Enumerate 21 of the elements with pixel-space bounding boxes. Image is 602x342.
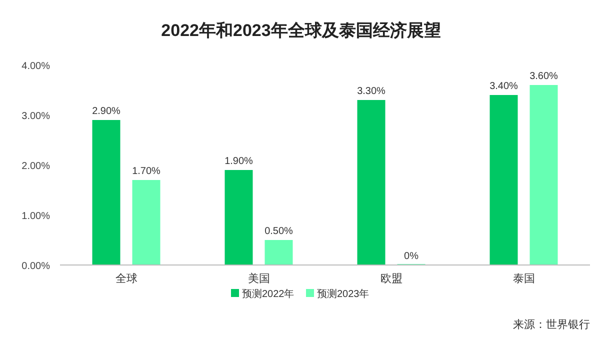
y-tick-label: 1.00% bbox=[22, 211, 50, 222]
x-tick-label: 泰国 bbox=[512, 273, 535, 285]
source-note: 来源：世界银行 bbox=[513, 318, 590, 331]
legend-label: 预测2023年 bbox=[317, 288, 370, 300]
data-label: 3.60% bbox=[530, 71, 558, 82]
x-tick-label: 美国 bbox=[248, 272, 270, 285]
legend-label: 预测2022年 bbox=[242, 288, 294, 300]
x-tick-label: 全球 bbox=[115, 272, 138, 285]
x-tick-label: 欧盟 bbox=[380, 273, 402, 285]
y-tick-label: 4.00% bbox=[22, 61, 50, 72]
y-tick-label: 2.00% bbox=[22, 161, 50, 172]
data-label: 0.50% bbox=[264, 226, 294, 237]
data-label: 3.40% bbox=[490, 81, 518, 92]
data-label: 1.90% bbox=[224, 156, 254, 167]
chart-title: 2022年和2023年全球及泰国经济展望 bbox=[161, 21, 441, 40]
data-label: 0% bbox=[404, 251, 419, 262]
data-label: 3.30% bbox=[357, 86, 386, 97]
y-tick-label: 0.00% bbox=[22, 261, 50, 272]
y-tick-label: 3.00% bbox=[22, 111, 50, 122]
data-label: 1.70% bbox=[132, 166, 161, 177]
data-label: 2.90% bbox=[92, 106, 121, 117]
